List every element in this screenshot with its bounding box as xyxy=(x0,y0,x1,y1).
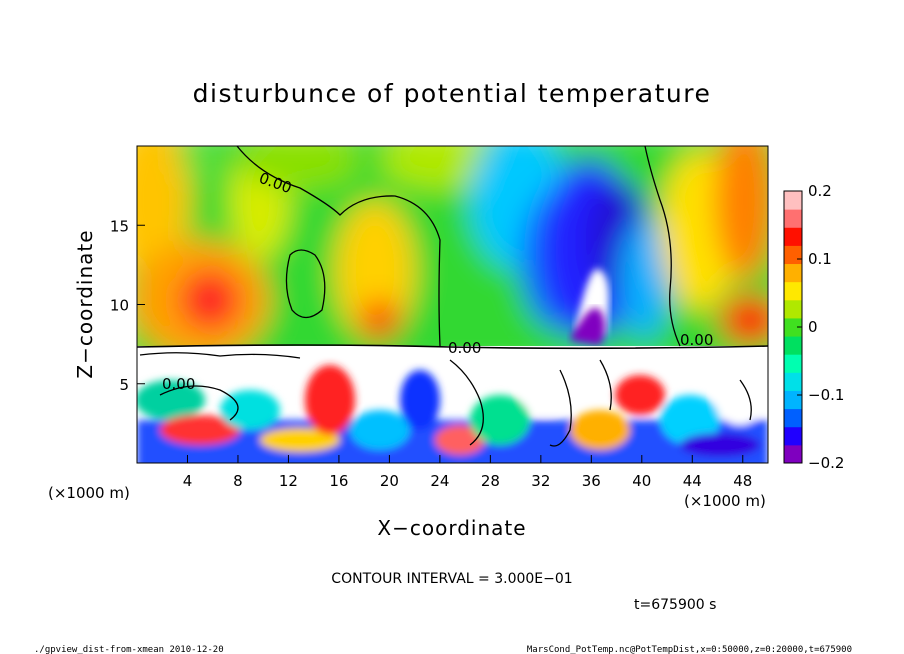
colorbar-tick-label: −0.1 xyxy=(808,386,844,404)
colorbar-swatch xyxy=(784,299,802,319)
chart-title: disturbunce of potential temperature xyxy=(193,79,712,108)
contour-interval: CONTOUR INTERVAL = 3.000E−01 xyxy=(331,571,572,587)
x-tick-label: 4 xyxy=(183,472,193,490)
time-label: t=675900 s xyxy=(634,597,716,613)
x-tick-label: 32 xyxy=(531,472,550,490)
colorbar-swatch xyxy=(784,354,802,373)
colorbar-swatch xyxy=(784,209,802,228)
colorbar-swatch xyxy=(784,281,802,301)
x-tick-label: 24 xyxy=(430,472,449,490)
x-tick-label: 28 xyxy=(481,472,500,490)
colorbar-swatch xyxy=(784,263,802,283)
lower-field-blobs xyxy=(137,365,768,463)
contour-label-left: 0.00 xyxy=(162,375,195,393)
footer-left: ./gpview_dist-from-xmean 2010-12-20 xyxy=(34,645,224,654)
x-tick-label: 48 xyxy=(733,472,752,490)
x-tick-label: 16 xyxy=(329,472,348,490)
contour-lines xyxy=(137,146,768,447)
x-unit-right: (×1000 m) xyxy=(684,492,766,510)
y-axis-ticks: 5 10 15 xyxy=(110,217,145,394)
x-tick-label: 20 xyxy=(380,472,399,490)
colorbar-swatch xyxy=(784,444,802,464)
colorbar-swatch xyxy=(784,372,802,391)
colorbar-tick-label: 0.2 xyxy=(808,182,832,200)
x-axis-ticks: 4 8 12 16 20 24 28 32 36 40 44 48 xyxy=(183,455,752,490)
colorbar-swatch xyxy=(784,390,802,410)
x-tick-label: 36 xyxy=(582,472,601,490)
heatmap-field xyxy=(137,146,768,463)
colorbar-tick-label: 0 xyxy=(808,318,818,336)
y-tick-label: 10 xyxy=(110,297,129,315)
colorbar-tick-label: −0.2 xyxy=(808,454,844,472)
footer-right: MarsCond_PotTemp.nc@PotTempDist,x=0:5000… xyxy=(527,645,852,654)
upper-field-blobs xyxy=(137,146,768,346)
colorbar-ticks: 0.2 0.1 0 −0.1 −0.2 xyxy=(797,182,844,472)
x-axis-label: X−coordinate xyxy=(377,516,526,540)
colorbar-swatch xyxy=(784,191,802,210)
colorbar-tick-label: 0.1 xyxy=(808,250,832,268)
contour-label-right: 0.00 xyxy=(680,331,713,349)
y-tick-label: 5 xyxy=(119,376,129,394)
colorbar-swatch xyxy=(784,245,802,265)
colorbar-swatch xyxy=(784,426,802,446)
colorbar-swatch xyxy=(784,408,802,428)
x-tick-label: 44 xyxy=(683,472,702,490)
colorbar-swatch xyxy=(784,317,802,337)
y-axis-label: Z−coordinate xyxy=(73,229,97,378)
x-tick-label: 40 xyxy=(632,472,651,490)
colorbar-swatch xyxy=(784,227,802,246)
x-tick-label: 12 xyxy=(279,472,298,490)
x-tick-label: 8 xyxy=(233,472,243,490)
colorbar-swatch xyxy=(784,336,802,355)
contour-label-mid: 0.00 xyxy=(448,339,481,357)
x-unit-left: (×1000 m) xyxy=(48,484,130,502)
y-tick-label: 15 xyxy=(110,217,129,235)
